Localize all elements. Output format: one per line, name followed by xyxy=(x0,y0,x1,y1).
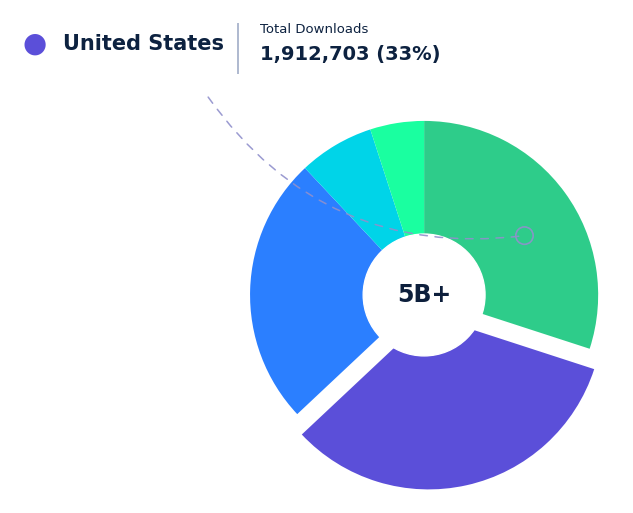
Wedge shape xyxy=(250,168,424,414)
Wedge shape xyxy=(305,129,424,295)
Wedge shape xyxy=(370,121,424,295)
Circle shape xyxy=(363,234,485,356)
Text: 5B+: 5B+ xyxy=(397,283,451,307)
Text: ●: ● xyxy=(23,30,47,57)
FancyArrowPatch shape xyxy=(208,97,522,239)
Wedge shape xyxy=(302,315,594,489)
Text: United States: United States xyxy=(63,34,224,53)
Wedge shape xyxy=(424,121,598,349)
Text: 1,912,703 (33%): 1,912,703 (33%) xyxy=(260,45,440,65)
Text: Total Downloads: Total Downloads xyxy=(260,23,368,36)
